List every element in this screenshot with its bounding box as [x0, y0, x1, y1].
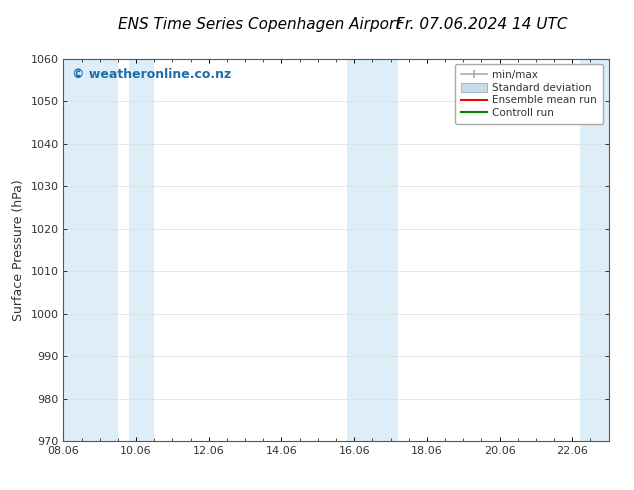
Bar [129, 59, 154, 441]
Bar [63, 59, 118, 441]
Bar [579, 59, 609, 441]
Bar [347, 59, 398, 441]
Text: ENS Time Series Copenhagen Airport: ENS Time Series Copenhagen Airport [119, 17, 401, 32]
Text: Fr. 07.06.2024 14 UTC: Fr. 07.06.2024 14 UTC [396, 17, 567, 32]
Text: © weatheronline.co.nz: © weatheronline.co.nz [72, 69, 231, 81]
Legend: min/max, Standard deviation, Ensemble mean run, Controll run: min/max, Standard deviation, Ensemble me… [455, 64, 604, 124]
Y-axis label: Surface Pressure (hPa): Surface Pressure (hPa) [12, 179, 25, 321]
